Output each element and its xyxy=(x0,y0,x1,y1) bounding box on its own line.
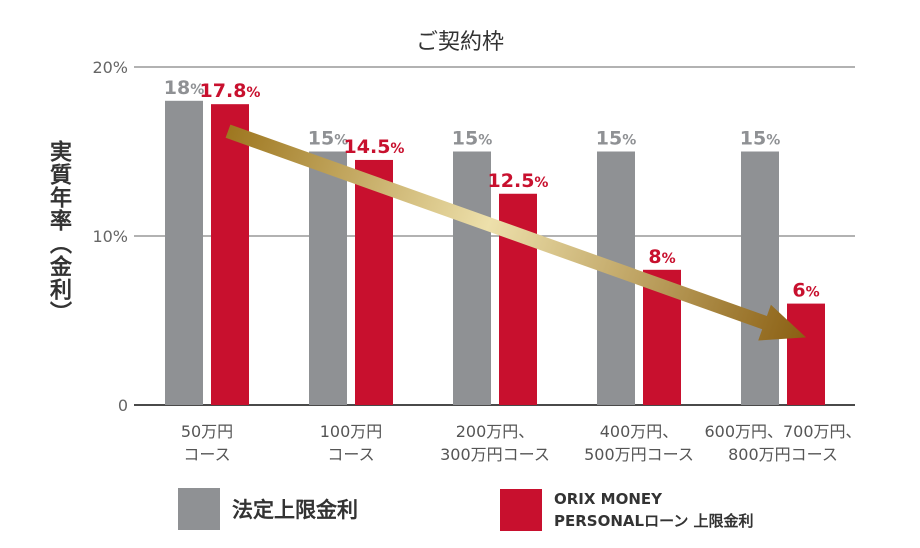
category-label-2-line1: 300万円コース xyxy=(440,445,550,464)
data-label-orix-0: 17.8% xyxy=(200,80,261,102)
bar-legal-0 xyxy=(165,100,203,406)
legend-swatch-gray xyxy=(178,488,220,530)
category-label-3-line1: 500万円コース xyxy=(584,445,694,464)
data-label-legal-2: 15% xyxy=(452,128,492,150)
data-label-legal-3: 15% xyxy=(596,128,636,150)
category-label-1-line1: コース xyxy=(327,445,374,464)
category-label-3-line0: 400万円、 xyxy=(600,422,679,441)
category-label-1-line0: 100万円 xyxy=(320,422,383,441)
data-label-legal-1: 15% xyxy=(308,128,348,150)
trend-arrow xyxy=(225,124,807,341)
data-label-orix-2: 12.5% xyxy=(488,170,549,192)
category-label-2-line0: 200万円、 xyxy=(456,422,535,441)
bar-legal-4 xyxy=(741,151,779,405)
data-label-orix-4: 6% xyxy=(792,280,819,302)
labels-layer: 18% 15% 15% 15% 15% 17.8% 14.5% 12.5% 8% 6% 50万円コー… xyxy=(164,77,862,464)
grid-layer: 0 10% 20% xyxy=(92,58,855,415)
data-label-legal-4: 15% xyxy=(740,128,780,150)
data-label-orix-1: 14.5% xyxy=(344,136,405,158)
bar-legal-1 xyxy=(309,151,347,405)
bar-orix-4 xyxy=(787,303,825,405)
legend-item-legal-rate: 法定上限金利 xyxy=(178,488,358,530)
category-label-4-line0: 600万円、700万円、 xyxy=(704,422,861,441)
bar-orix-0 xyxy=(211,104,249,406)
y-tick-label-2: 20% xyxy=(92,58,128,77)
category-label-0-line0: 50万円 xyxy=(181,422,233,441)
chart-title: ご契約枠 xyxy=(415,30,504,55)
data-label-orix-3: 8% xyxy=(648,246,675,268)
data-label-legal-0: 18% xyxy=(164,77,204,99)
legend-label-orix-line2: PERSONALローン 上限金利 xyxy=(554,512,754,530)
y-tick-label-1: 10% xyxy=(92,227,128,246)
category-label-0-line1: コース xyxy=(183,445,230,464)
legend-label-orix-line1: ORIX MONEY xyxy=(554,490,663,508)
bar-legal-2 xyxy=(453,151,491,405)
trend-arrow-shape xyxy=(225,124,807,341)
y-tick-label-0: 0 xyxy=(118,396,128,415)
legend-swatch-red xyxy=(500,489,542,531)
category-label-4-line1: 800万円コース xyxy=(728,445,838,464)
legend-label-orix-rate: ORIX MONEY PERSONALローン 上限金利 xyxy=(554,488,754,532)
legend-item-orix-rate: ORIX MONEY PERSONALローン 上限金利 xyxy=(500,488,754,532)
bar-orix-1 xyxy=(355,159,393,405)
y-axis-label: 実質年率（金利） xyxy=(46,140,71,324)
legend-label-legal-rate: 法定上限金利 xyxy=(232,498,358,522)
